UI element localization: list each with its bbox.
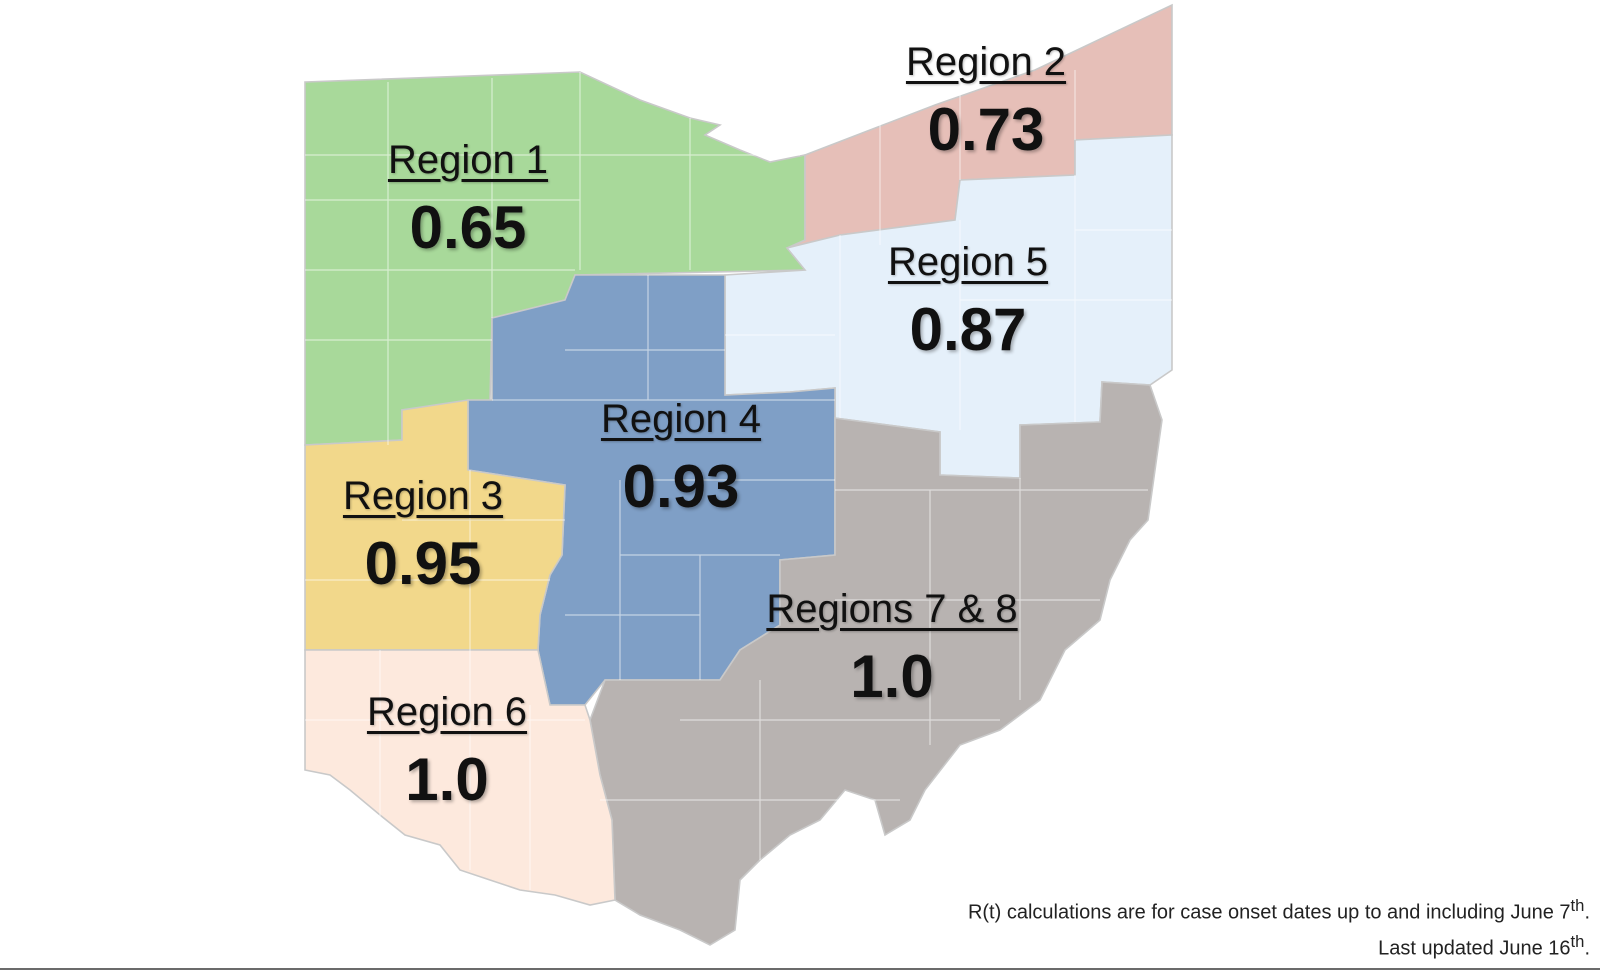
region-6-label: Region 6 1.0 [367,690,527,814]
bottom-divider [0,968,1600,970]
region-3-label: Region 3 0.95 [343,474,503,598]
region-rt-value: 0.73 [927,96,1045,163]
region-4-label: Region 4 0.93 [601,397,761,521]
footnote-calculation-note: R(t) calculations are for case onset dat… [968,891,1590,928]
region-name: Regions 7 & 8 [766,587,1018,631]
region-name: Region 5 [887,240,1049,284]
region-2-label: Region 2 0.73 [906,40,1066,164]
footnote-line-2-suffix: th [1570,932,1585,952]
region-rt-value: 1.0 [405,746,489,813]
footnote-last-updated: Last updated June 16th. [968,927,1590,964]
footnote-line-2-text: Last updated June 16 [1378,938,1571,960]
region-rt-value: 0.95 [364,530,482,597]
region-name: Region 4 [600,397,762,441]
region-name: Region 1 [387,138,549,182]
footnote-line-2-period: . [1584,938,1590,960]
region-rt-value: 1.0 [850,643,934,710]
region-6-area [304,649,616,906]
county-boundaries [305,70,1172,890]
footnote-line-1-period: . [1584,901,1590,924]
footnote: R(t) calculations are for case onset dat… [968,891,1590,964]
footnote-line-1-suffix: th [1570,895,1585,915]
region-name: Region 6 [366,690,528,734]
regions-7-8-label: Regions 7 & 8 1.0 [766,587,1017,711]
region-rt-value: 0.65 [409,194,527,261]
region-5-label: Region 5 0.87 [888,240,1048,364]
region-name: Region 3 [342,474,504,518]
region-name: Region 2 [905,40,1067,84]
footnote-line-1-text: R(t) calculations are for case onset dat… [967,901,1571,924]
region-1-label: Region 1 0.65 [388,138,548,262]
region-rt-value: 0.93 [622,453,740,520]
region-rt-value: 0.87 [909,296,1027,363]
regions-7-8-area [589,381,1163,946]
